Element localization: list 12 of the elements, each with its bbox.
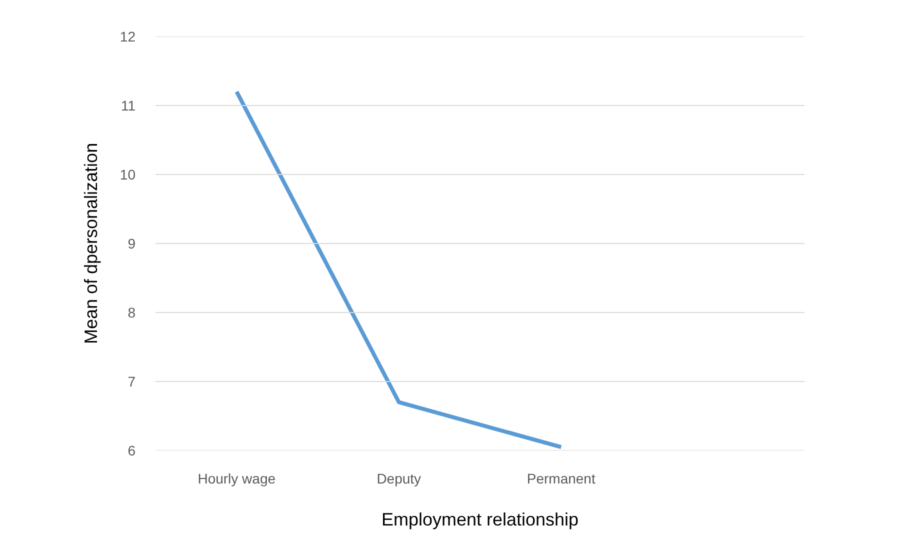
y-tick-label: 7	[128, 374, 136, 390]
x-tick-label: Hourly wage	[198, 470, 276, 486]
x-tick-label: Deputy	[376, 470, 422, 486]
y-tick-label: 10	[120, 166, 136, 182]
y-tick-label: 12	[120, 28, 136, 44]
x-axis-title: Employment relationship	[381, 510, 579, 530]
y-tick-label: 6	[128, 442, 136, 458]
y-axis-title: Mean of dpersonalization	[80, 142, 101, 344]
x-tick-label: Permanent	[526, 470, 596, 486]
y-tick-label: 8	[128, 304, 136, 320]
y-tick-label: 9	[128, 236, 136, 252]
y-tick-label: 11	[120, 98, 136, 114]
